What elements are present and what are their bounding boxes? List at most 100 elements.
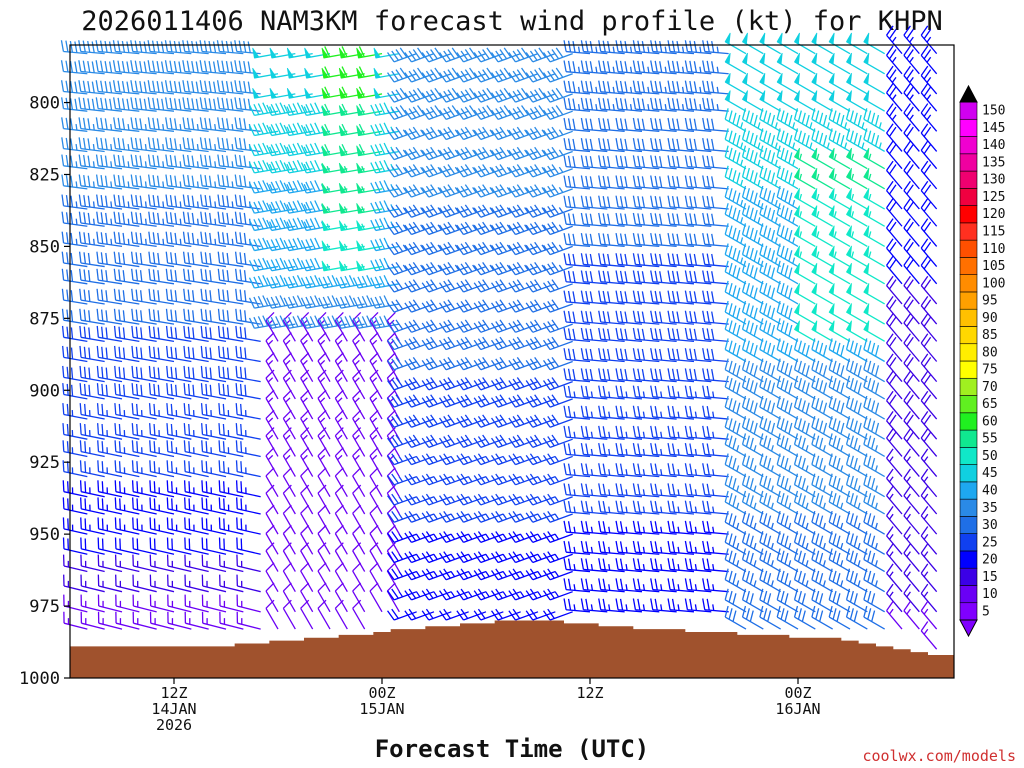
wind-barb <box>96 251 123 268</box>
y-tick-label: 950 <box>29 525 60 545</box>
wind-barb <box>130 40 157 55</box>
colorbar-swatch <box>959 567 978 586</box>
wind-barb <box>62 440 88 458</box>
wind-barb <box>248 159 279 174</box>
wind-barb <box>78 137 105 153</box>
wind-barb <box>184 537 209 555</box>
wind-barb <box>199 174 227 190</box>
wind-barb <box>369 504 383 535</box>
wind-barb <box>217 325 244 342</box>
wind-barb <box>131 268 157 285</box>
wind-barb <box>115 574 140 593</box>
wind-barb <box>131 288 157 305</box>
x-tick-label: 2026 <box>156 716 192 734</box>
colorbar-label: 40 <box>982 484 998 499</box>
wind-barb <box>130 97 157 112</box>
wind-barb <box>334 427 348 457</box>
wind-barb <box>113 174 140 190</box>
wind-barb <box>352 562 366 593</box>
wind-barb <box>200 383 227 400</box>
wind-barb <box>235 440 261 458</box>
wind-barb <box>182 211 209 227</box>
wind-barb <box>356 86 383 99</box>
wind-barb <box>183 440 209 458</box>
wind-barb <box>165 194 192 210</box>
wind-barb <box>182 80 209 95</box>
wind-barb <box>282 447 296 477</box>
wind-barb <box>235 383 261 400</box>
wind-barb <box>114 365 140 383</box>
wind-barb <box>166 440 192 458</box>
y-tick-label: 975 <box>29 597 60 617</box>
wind-barb <box>300 217 331 232</box>
wind-barb <box>130 194 157 210</box>
colorbar-label: 25 <box>982 535 998 550</box>
wind-barb <box>352 332 366 362</box>
wind-barb <box>132 537 157 555</box>
wind-barb <box>282 562 296 593</box>
wind-barb <box>166 497 192 515</box>
wind-barb <box>166 537 192 555</box>
colorbar-swatch <box>959 447 978 465</box>
wind-barb <box>147 117 175 132</box>
wind-barb <box>200 365 227 383</box>
wind-barb <box>317 427 331 457</box>
wind-barb <box>62 423 88 440</box>
colorbar-swatch <box>959 550 978 569</box>
wind-barb <box>335 315 365 329</box>
colorbar-swatch <box>959 118 978 137</box>
wind-barb <box>282 599 296 630</box>
wind-barb <box>113 288 140 305</box>
wind-barb <box>183 268 209 285</box>
colorbar-label: 100 <box>982 276 1005 291</box>
wind-barb <box>131 308 157 325</box>
wind-barb <box>200 403 227 420</box>
wind-barb <box>200 194 227 210</box>
wind-barb <box>248 102 279 116</box>
wind-barb <box>201 537 227 555</box>
wind-barb <box>96 365 123 383</box>
wind-barb <box>217 211 244 227</box>
wind-barb <box>200 268 227 285</box>
wind-barb <box>130 251 157 268</box>
wind-barb <box>97 423 123 440</box>
wind-barb <box>217 268 244 285</box>
wind-barb <box>335 275 365 289</box>
wind-barb <box>167 574 192 593</box>
wind-barb <box>130 154 157 170</box>
wind-barb <box>282 484 296 515</box>
wind-barb <box>131 423 157 440</box>
wind-barb <box>79 403 105 420</box>
wind-barb <box>149 554 175 573</box>
wind-barb <box>78 231 105 248</box>
colorbar-label: 140 <box>982 138 1005 153</box>
wind-barb <box>300 332 314 362</box>
wind-barb <box>282 504 296 535</box>
wind-barb <box>113 211 140 227</box>
wind-barb <box>114 497 140 515</box>
y-tick-label: 925 <box>29 453 60 473</box>
wind-barb <box>283 315 313 329</box>
wind-barb <box>352 427 366 457</box>
wind-barb <box>334 332 348 362</box>
wind-barb <box>113 194 140 210</box>
wind-barb <box>352 447 366 477</box>
wind-barb <box>334 504 348 535</box>
wind-barb <box>199 80 227 95</box>
wind-barb <box>283 295 313 309</box>
wind-barb <box>96 194 123 210</box>
wind-barb <box>165 288 192 305</box>
wind-barb <box>114 403 140 420</box>
wind-barb <box>79 345 105 363</box>
wind-barb <box>317 332 331 362</box>
colorbar-swatch <box>959 136 978 155</box>
x-tick-label: 16JAN <box>775 700 820 718</box>
wind-barb <box>132 497 157 515</box>
wind-barb <box>248 315 279 329</box>
wind-barb <box>78 251 105 268</box>
wind-barb <box>165 97 192 112</box>
wind-barb <box>201 460 227 478</box>
wind-barb <box>217 251 244 268</box>
wind-barb <box>369 427 383 457</box>
wind-barb <box>96 308 123 325</box>
